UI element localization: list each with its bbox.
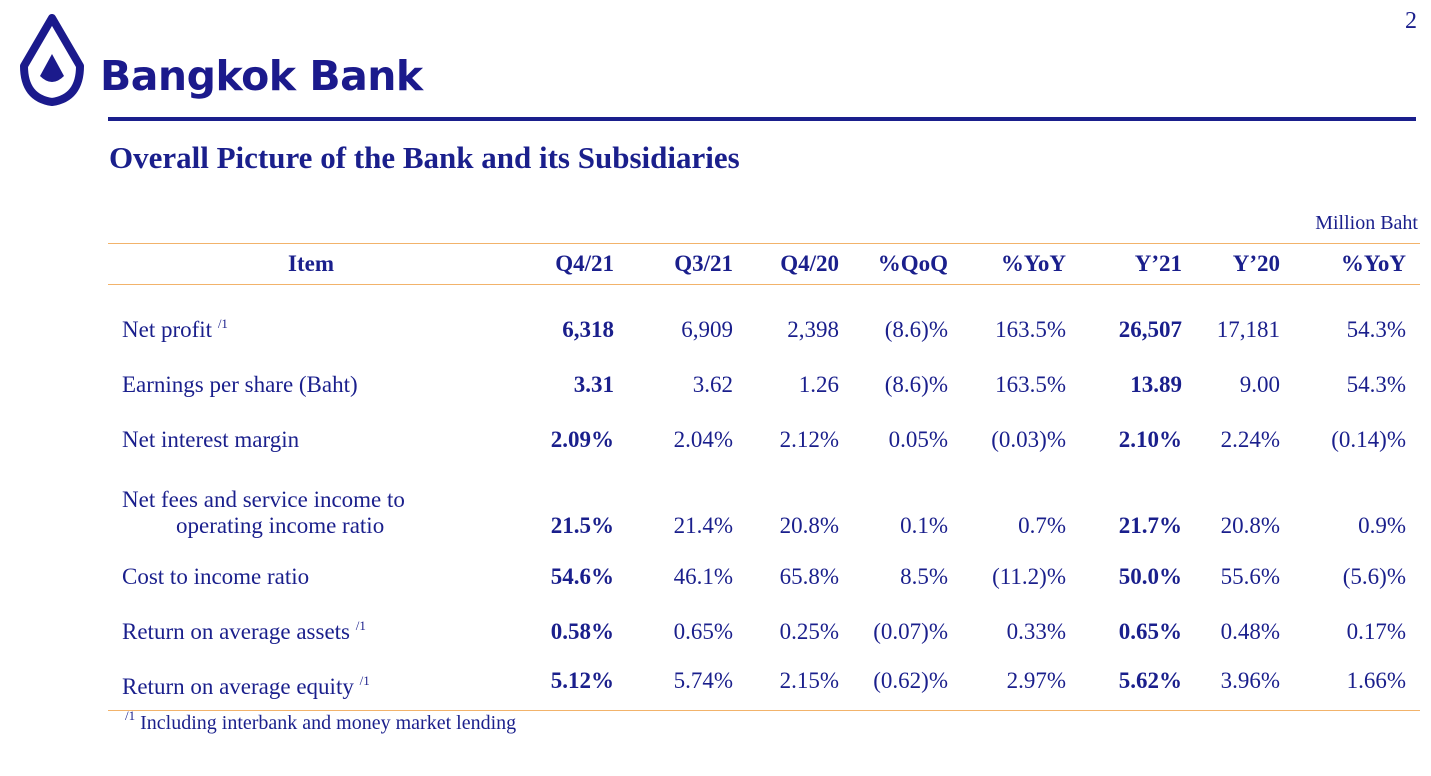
table-header-row: Item Q4/21 Q3/21 Q4/20 %QoQ %YoY Y’21 Y’… xyxy=(108,243,1420,285)
cell: 0.7% xyxy=(1018,512,1066,538)
table-row: Net fees and service income to operating … xyxy=(108,453,1420,539)
cell: 17,181 xyxy=(1216,316,1280,342)
cell: 2.09% xyxy=(550,426,614,452)
cell: 0.25% xyxy=(779,618,839,644)
row-label: Return on average equity /1 xyxy=(108,644,514,711)
column-header: %YoY xyxy=(962,243,1080,285)
table-row: Return on average equity /1 5.12% 5.74% … xyxy=(108,644,1420,711)
table-row: Net interest margin 2.09% 2.04% 2.12% 0.… xyxy=(108,398,1420,453)
column-header: Q4/20 xyxy=(747,243,853,285)
cell: 54.6% xyxy=(550,563,614,589)
column-header: %YoY xyxy=(1294,243,1420,285)
brand-name: Bangkok Bank xyxy=(100,52,423,100)
cell: 55.6% xyxy=(1220,563,1280,589)
cell: 0.9% xyxy=(1358,512,1406,538)
row-label: Earnings per share (Baht) xyxy=(122,371,358,397)
row-label: Net interest margin xyxy=(122,426,300,452)
cell: 3.31 xyxy=(573,371,614,397)
column-header: Y’20 xyxy=(1196,243,1294,285)
cell: 6,909 xyxy=(681,316,733,342)
cell: 2.15% xyxy=(747,644,853,711)
row-label: Cost to income ratio xyxy=(122,563,310,589)
cell: (8.6)% xyxy=(884,316,948,342)
footnote-text: Including interbank and money market len… xyxy=(140,712,517,734)
cell: 54.3% xyxy=(1346,371,1406,397)
row-label: Net fees and service income to operating … xyxy=(122,486,405,538)
cell: 26,507 xyxy=(1118,316,1182,342)
cell: 20.8% xyxy=(779,512,839,538)
cell: (0.62)% xyxy=(853,644,962,711)
table-row: Earnings per share (Baht) 3.31 3.62 1.26… xyxy=(108,343,1420,398)
cell: 0.48% xyxy=(1220,618,1280,644)
cell: 163.5% xyxy=(995,371,1066,397)
cell: 13.89 xyxy=(1130,371,1182,397)
cell: (0.14)% xyxy=(1331,426,1406,452)
cell: 5.62% xyxy=(1080,644,1196,711)
cell: 5.12% xyxy=(514,644,628,711)
cell: (11.2)% xyxy=(992,563,1066,589)
table-row: Return on average assets /1 0.58% 0.65% … xyxy=(108,590,1420,645)
cell: 0.65% xyxy=(1118,618,1182,644)
footnote: /1 Including interbank and money market … xyxy=(125,708,516,735)
cell: 2.04% xyxy=(673,426,733,452)
cell: 2,398 xyxy=(787,316,839,342)
cell: 2.24% xyxy=(1220,426,1280,452)
unit-note: Million Baht xyxy=(1315,212,1418,234)
cell: (5.6)% xyxy=(1342,563,1406,589)
page-title: Overall Picture of the Bank and its Subs… xyxy=(109,140,740,175)
footnote-mark: /1 xyxy=(359,673,370,688)
cell: 0.65% xyxy=(673,618,733,644)
cell: 3.96% xyxy=(1196,644,1294,711)
footnote-mark: /1 xyxy=(125,708,136,723)
cell: 54.3% xyxy=(1346,316,1406,342)
cell: 0.33% xyxy=(1006,618,1066,644)
cell: 9.00 xyxy=(1239,371,1280,397)
column-header: Item xyxy=(108,243,514,285)
cell: 2.10% xyxy=(1118,426,1182,452)
cell: (0.03)% xyxy=(991,426,1066,452)
cell: 2.12% xyxy=(779,426,839,452)
cell: 0.58% xyxy=(550,618,614,644)
column-header: Q3/21 xyxy=(628,243,747,285)
cell: 46.1% xyxy=(673,563,733,589)
row-label: Return on average assets /1 xyxy=(122,617,366,644)
column-header: %QoQ xyxy=(853,243,962,285)
financial-table: Item Q4/21 Q3/21 Q4/20 %QoQ %YoY Y’21 Y’… xyxy=(108,243,1420,711)
cell: 50.0% xyxy=(1118,563,1182,589)
bangkok-bank-lotus-logo-icon xyxy=(20,14,84,106)
cell: 21.7% xyxy=(1118,512,1182,538)
column-header: Y’21 xyxy=(1080,243,1196,285)
footnote-mark: /1 xyxy=(217,315,228,331)
cell: 20.8% xyxy=(1220,512,1280,538)
column-header: Q4/21 xyxy=(514,243,628,285)
cell: 8.5% xyxy=(900,563,948,589)
cell: 1.66% xyxy=(1294,644,1420,711)
row-label: Net profit /1 xyxy=(122,315,228,342)
cell: (0.07)% xyxy=(873,618,948,644)
table-row: Net profit /1 6,318 6,909 2,398 (8.6)% 1… xyxy=(108,285,1420,343)
cell: 5.74% xyxy=(628,644,747,711)
cell: 0.17% xyxy=(1346,618,1406,644)
header-rule xyxy=(108,117,1416,121)
cell: (8.6)% xyxy=(884,371,948,397)
cell: 0.1% xyxy=(900,512,948,538)
cell: 6,318 xyxy=(562,316,614,342)
cell: 0.05% xyxy=(888,426,948,452)
brand-logo: Bangkok Bank xyxy=(18,14,423,106)
footnote-mark: /1 xyxy=(355,617,366,633)
page-number: 2 xyxy=(1405,8,1417,34)
cell: 21.4% xyxy=(673,512,733,538)
cell: 1.26 xyxy=(798,371,839,397)
cell: 21.5% xyxy=(550,512,614,538)
cell: 2.97% xyxy=(962,644,1080,711)
cell: 3.62 xyxy=(692,371,733,397)
table-row: Cost to income ratio 54.6% 46.1% 65.8% 8… xyxy=(108,539,1420,590)
cell: 65.8% xyxy=(779,563,839,589)
cell: 163.5% xyxy=(995,316,1066,342)
